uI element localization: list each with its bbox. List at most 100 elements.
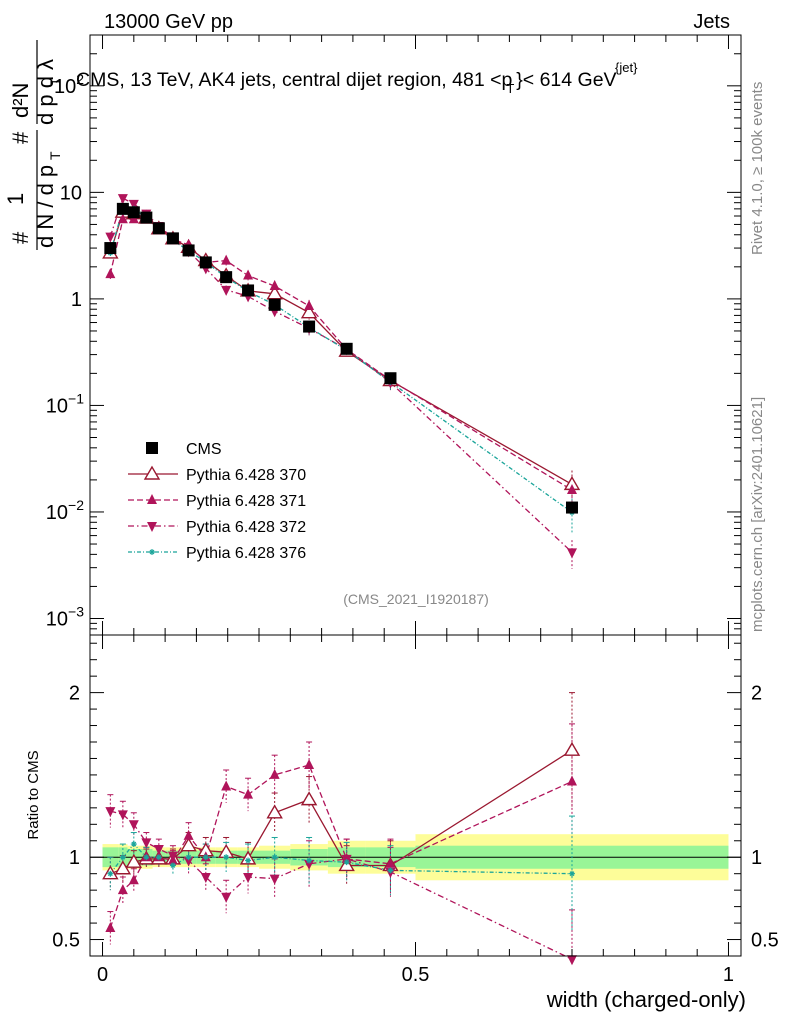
main-series-line-3 xyxy=(109,208,573,513)
ratio-point-s1-1 xyxy=(117,884,128,895)
y-tick-base: 10 xyxy=(54,76,76,98)
x-axis-label: width (charged-only) xyxy=(546,987,746,1012)
y-tick-base: 10 xyxy=(46,502,68,524)
ratio-point-s1-13 xyxy=(385,857,396,868)
main-point-s1-11 xyxy=(304,299,315,310)
ratio-point-s1-10 xyxy=(269,768,280,779)
cms-point-5 xyxy=(166,232,179,245)
mcplots-label: mcplots.cern.ch [arXiv:2401.10621] xyxy=(749,397,766,632)
cms-point-2 xyxy=(127,206,140,219)
ratio-point-s2-5 xyxy=(167,851,178,862)
main-point-s1-10 xyxy=(269,280,280,291)
ratio-y-tick-label-right: 1 xyxy=(751,847,762,869)
ratio-y-tick-label-left: 2 xyxy=(69,683,80,705)
ratio-point-s3-7 xyxy=(202,854,209,861)
ratio-point-s1-2 xyxy=(128,874,139,885)
main-point-s1-14 xyxy=(566,484,577,495)
x-tick-label: 0 xyxy=(97,964,108,986)
chart-title: CMS, 13 TeV, AK4 jets, central dijet reg… xyxy=(76,69,617,96)
y-tick-label: 10−2 xyxy=(46,497,84,524)
ratio-point-s3-1 xyxy=(119,854,126,861)
ratio-point-s0-10 xyxy=(266,804,283,819)
cms-point-9 xyxy=(242,284,255,297)
main-point-s2-0 xyxy=(105,232,116,243)
ratio-series-line-2 xyxy=(110,810,573,960)
ratio-point-s2-3 xyxy=(141,838,152,849)
cms-point-0 xyxy=(104,242,117,255)
ratio-point-s3-5 xyxy=(169,862,176,869)
ratio-point-s2-8 xyxy=(221,892,232,903)
legend-marker-2 xyxy=(147,522,157,532)
ratio-point-s0-2 xyxy=(125,853,143,868)
legend-marker-3 xyxy=(149,549,155,555)
main-point-s2-1 xyxy=(117,194,128,205)
y-label-one: 1 xyxy=(3,193,28,205)
legend-label-0: Pythia 6.428 370 xyxy=(186,467,306,484)
cms-point-13 xyxy=(384,372,397,385)
ratio-point-s3-3 xyxy=(143,854,150,861)
ratio-point-s1-14 xyxy=(566,775,577,786)
ratio-point-s1-8 xyxy=(221,780,232,791)
ratio-point-s3-12 xyxy=(343,859,350,866)
ratio-point-s1-9 xyxy=(243,788,254,799)
main-point-s2-8 xyxy=(221,285,232,296)
y-label-T2: T xyxy=(47,77,63,86)
ratio-point-s2-2 xyxy=(128,820,139,831)
ratio-y-tick-label-right: 2 xyxy=(751,683,762,705)
ratio-point-s2-7 xyxy=(200,872,211,883)
header-right: Jets xyxy=(693,11,730,33)
ratio-point-s2-14 xyxy=(566,955,577,966)
y-tick-base: 10 xyxy=(46,395,68,417)
y-label-d2n: d²N xyxy=(8,83,33,118)
y-tick-exp: −3 xyxy=(68,603,84,619)
ratio-point-s2-0 xyxy=(105,807,116,818)
ratio-point-s2-9 xyxy=(243,872,254,883)
main-point-s0-11 xyxy=(300,304,318,319)
ratio-point-s3-14 xyxy=(568,870,575,877)
ratio-point-s3-2 xyxy=(130,841,137,848)
ratio-point-s1-11 xyxy=(304,759,315,770)
ratio-point-s1-0 xyxy=(105,922,116,933)
main-point-s1-8 xyxy=(221,254,232,265)
ratio-point-s2-11 xyxy=(304,859,315,870)
legend-label-2: Pythia 6.428 372 xyxy=(186,519,306,536)
cms-point-6 xyxy=(182,244,195,257)
y-label-dpt-dl: d p d λ xyxy=(33,59,58,125)
cms-point-11 xyxy=(303,320,316,333)
cms-point-12 xyxy=(340,342,353,355)
y-label-hash2: # xyxy=(8,131,33,144)
ratio-point-s3-0 xyxy=(107,870,114,877)
legend-marker-1 xyxy=(147,494,157,504)
y-tick-exp: −2 xyxy=(68,497,84,513)
main-series-line-2 xyxy=(109,197,573,553)
ratio-point-s3-8 xyxy=(223,854,230,861)
y-label-dn-dpt: d N / d p xyxy=(33,165,58,248)
ratio-point-s3-6 xyxy=(185,854,192,861)
header-left: 13000 GeV pp xyxy=(104,11,233,33)
y-tick-base: 10 xyxy=(46,608,68,630)
ratio-point-s2-1 xyxy=(117,810,128,821)
main-point-s1-0 xyxy=(105,268,116,279)
ratio-point-s3-9 xyxy=(245,857,252,864)
y-tick-label: 10 xyxy=(60,182,82,204)
cms-point-7 xyxy=(199,256,212,269)
cms-point-8 xyxy=(220,271,233,284)
y-tick-exp: 2 xyxy=(76,71,84,87)
y-axis-label: # 1 d N / d p T # d²N d p d λ T xyxy=(3,40,63,250)
legend-cms-marker xyxy=(146,442,158,454)
ratio-point-s0-11 xyxy=(300,791,318,806)
x-tick-label: 1 xyxy=(723,964,734,986)
ratio-panel: 0.5 0.5 1 1 2 2 0 0.5 1 xyxy=(52,634,779,986)
y-tick-label: 10−1 xyxy=(46,390,84,417)
ratio-y-tick-label-left: 0.5 xyxy=(52,930,80,952)
y-label-frac1-num: # xyxy=(8,231,33,244)
ratio-point-s3-11 xyxy=(306,857,313,864)
x-tick-label: 0.5 xyxy=(402,964,430,986)
main-point-s2-14 xyxy=(566,548,577,559)
y-tick-label: 102 xyxy=(54,71,84,98)
main-point-s0-10 xyxy=(266,285,283,300)
ratio-y-tick-label-left: 1 xyxy=(69,847,80,869)
cms-point-3 xyxy=(140,211,153,224)
